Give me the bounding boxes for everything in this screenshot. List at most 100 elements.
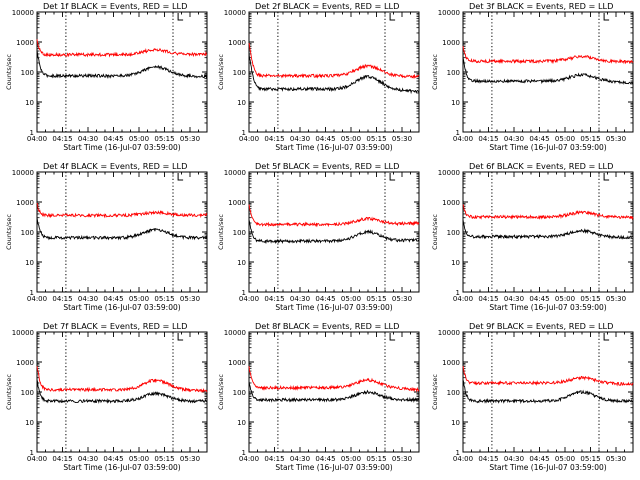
series-lld-line	[462, 46, 634, 65]
x-tick-label: 05:15	[366, 135, 386, 143]
x-tick-label: 05:00	[555, 135, 575, 143]
x-tick-label: 04:15	[478, 455, 498, 463]
x-tick-label: 05:30	[606, 295, 626, 303]
time-marker	[177, 173, 184, 181]
panel-title: Det 4f BLACK = Events, RED = LLD	[43, 161, 187, 171]
x-tick-label: 04:30	[290, 455, 310, 463]
panel-title: Det 7f BLACK = Events, RED = LLD	[43, 321, 187, 331]
x-axis-title: Start Time (16-Jul-07 03:59:00)	[63, 303, 180, 312]
y-tick-label: 10	[237, 259, 246, 267]
panel-6: Det 6f BLACK = Events, RED = LLD 1 10 100 10…	[431, 161, 634, 312]
y-tick-label: 10	[451, 259, 460, 267]
series-lld-line	[248, 204, 420, 228]
panel-9: Det 9f BLACK = Events, RED = LLD 1 10 100 10…	[431, 321, 634, 472]
y-tick-label: 1000	[442, 39, 460, 47]
panel-title: Det 5f BLACK = Events, RED = LLD	[255, 161, 399, 171]
x-tick-label: 04:30	[290, 295, 310, 303]
y-axis-title: Counts/sec	[217, 374, 225, 410]
series-events-line	[36, 379, 208, 404]
y-axis-title: Counts/sec	[5, 54, 13, 90]
x-tick-label: 05:30	[392, 135, 412, 143]
panel-title: Det 1f BLACK = Events, RED = LLD	[43, 1, 187, 11]
x-tick-label: 04:00	[27, 455, 47, 463]
x-axis-title: Start Time (16-Jul-07 03:59:00)	[275, 303, 392, 312]
y-tick-label: 1000	[228, 359, 246, 367]
y-tick-label: 1	[456, 129, 460, 137]
x-tick-label: 04:15	[264, 455, 284, 463]
x-tick-label: 04:30	[504, 455, 524, 463]
series-events-line	[248, 219, 420, 245]
y-tick-label: 10000	[438, 329, 460, 337]
panel-5: Det 5f BLACK = Events, RED = LLD 1 10 100 10…	[217, 161, 420, 312]
y-tick-label: 100	[21, 229, 34, 237]
x-tick-label: 04:15	[264, 135, 284, 143]
x-tick-label: 05:00	[129, 135, 149, 143]
y-tick-label: 10000	[224, 169, 246, 177]
x-tick-label: 05:30	[606, 135, 626, 143]
y-tick-label: 100	[447, 229, 460, 237]
plot-frame	[248, 11, 420, 133]
y-tick-label: 1	[242, 129, 246, 137]
series-events-line	[462, 57, 634, 85]
x-tick-label: 04:00	[27, 295, 47, 303]
y-tick-label: 1	[456, 449, 460, 457]
series-lld-line	[248, 42, 420, 80]
y-tick-label: 10000	[438, 169, 460, 177]
x-tick-label: 05:00	[555, 295, 575, 303]
panel-title: Det 2f BLACK = Events, RED = LLD	[255, 1, 399, 11]
x-tick-label: 04:00	[239, 135, 259, 143]
y-tick-label: 1000	[16, 39, 34, 47]
y-tick-label: 1	[456, 289, 460, 297]
y-tick-label: 10	[451, 419, 460, 427]
x-tick-label: 04:30	[78, 135, 98, 143]
y-tick-label: 100	[233, 389, 246, 397]
y-tick-label: 1000	[228, 199, 246, 207]
x-tick-label: 05:00	[341, 135, 361, 143]
x-tick-label: 04:30	[290, 135, 310, 143]
panel-2: Det 2f BLACK = Events, RED = LLD 1 10 100 10…	[217, 1, 420, 152]
time-marker	[177, 333, 184, 341]
x-axis-title: Start Time (16-Jul-07 03:59:00)	[489, 463, 606, 472]
x-tick-label: 04:15	[478, 135, 498, 143]
plot-frame	[36, 171, 208, 293]
x-tick-label: 04:30	[78, 455, 98, 463]
y-tick-label: 10000	[438, 9, 460, 17]
y-tick-label: 10	[25, 99, 34, 107]
x-tick-label: 04:45	[529, 295, 549, 303]
x-tick-label: 04:00	[239, 295, 259, 303]
y-axis-title: Counts/sec	[431, 54, 439, 90]
y-axis-title: Counts/sec	[431, 374, 439, 410]
y-tick-label: 100	[233, 229, 246, 237]
x-tick-label: 04:00	[453, 295, 473, 303]
time-marker	[389, 333, 396, 341]
x-tick-label: 05:00	[129, 455, 149, 463]
y-tick-label: 100	[447, 389, 460, 397]
y-tick-label: 100	[21, 389, 34, 397]
x-tick-label: 05:30	[180, 295, 200, 303]
x-tick-label: 04:45	[103, 135, 123, 143]
x-tick-label: 05:00	[341, 295, 361, 303]
x-tick-label: 05:30	[606, 455, 626, 463]
y-axis-title: Counts/sec	[217, 54, 225, 90]
x-tick-label: 04:15	[264, 295, 284, 303]
time-marker	[389, 173, 396, 181]
time-marker	[389, 13, 396, 21]
panel-title: Det 8f BLACK = Events, RED = LLD	[255, 321, 399, 331]
series-lld-line	[462, 204, 634, 221]
y-tick-label: 1000	[442, 359, 460, 367]
x-axis-title: Start Time (16-Jul-07 03:59:00)	[275, 463, 392, 472]
plot-frame	[36, 11, 208, 133]
plot-frame	[462, 171, 634, 293]
y-tick-label: 1	[242, 289, 246, 297]
series-lld-line	[462, 366, 634, 387]
x-tick-label: 05:00	[555, 455, 575, 463]
x-tick-label: 05:00	[341, 455, 361, 463]
panel-title: Det 9f BLACK = Events, RED = LLD	[469, 321, 613, 331]
x-tick-label: 04:30	[78, 295, 98, 303]
y-tick-label: 100	[21, 69, 34, 77]
series-lld-line	[36, 202, 208, 219]
x-tick-label: 04:15	[52, 135, 72, 143]
series-lld-line	[36, 366, 208, 393]
x-axis-title: Start Time (16-Jul-07 03:59:00)	[63, 463, 180, 472]
x-tick-label: 05:00	[129, 295, 149, 303]
